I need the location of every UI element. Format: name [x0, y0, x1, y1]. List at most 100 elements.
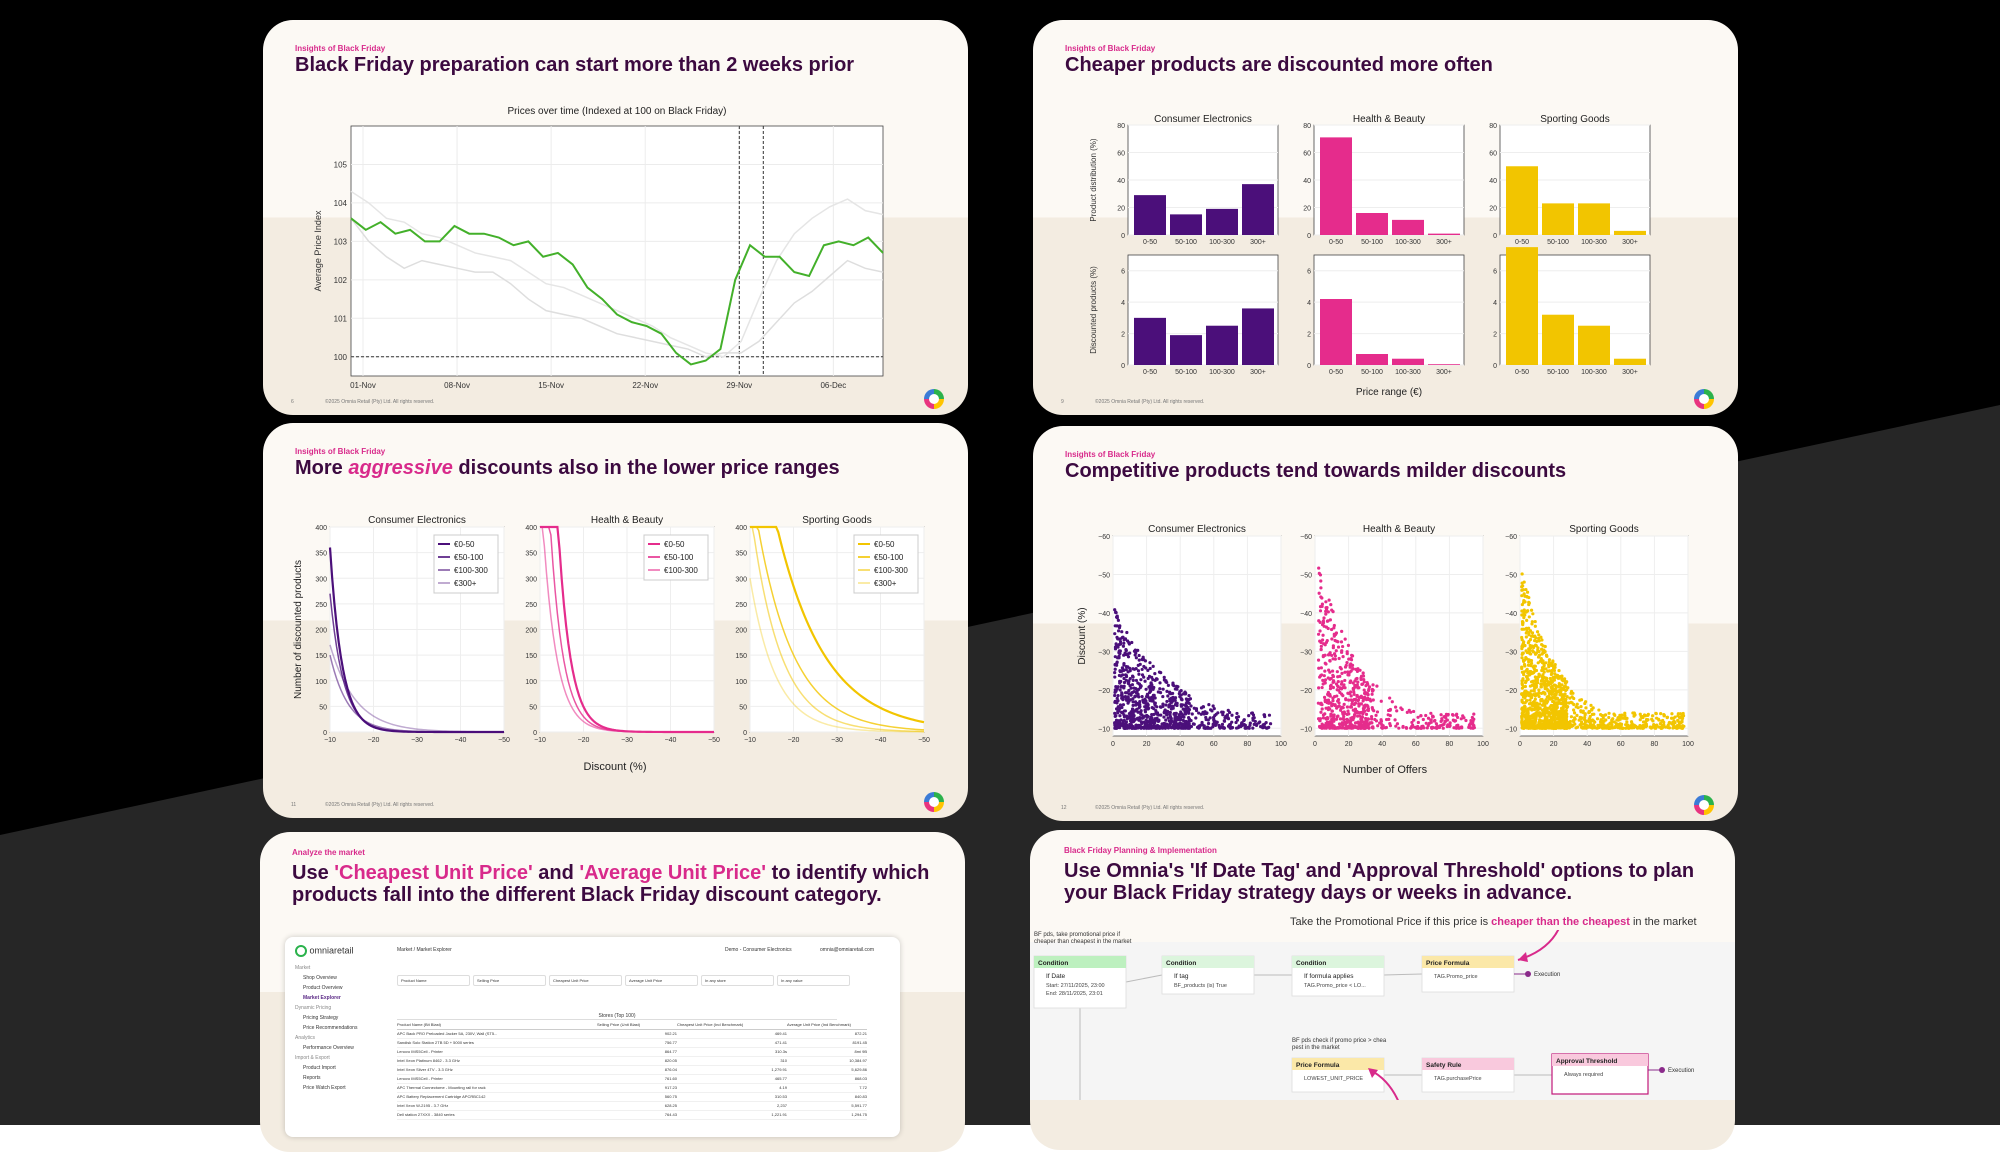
column-header[interactable]: Average Unit Price (Ind Benchmark)	[787, 1022, 851, 1027]
filter-select[interactable]: Cheapest Unit Price	[549, 975, 622, 986]
scatter-point	[1608, 721, 1612, 725]
scatter-point	[1419, 726, 1423, 730]
scatter-point	[1681, 711, 1685, 716]
scatter-point	[1533, 711, 1538, 716]
sidebar-item[interactable]: Product Import	[303, 1065, 336, 1071]
user-menu[interactable]: omnia@omniaretail.com	[820, 947, 874, 953]
flow-node-detail: TAG.purchasePrice	[1434, 1076, 1482, 1082]
table-row[interactable]: Lenovo IMS5Cell - Printer 761.60 465.77 868…	[397, 1075, 867, 1084]
table-row[interactable]: Lenovo IMS5Cell - Printer 864.77 310.3s 8mi…	[397, 1048, 867, 1057]
sidebar-item[interactable]: Product Overview	[303, 985, 343, 991]
table-row[interactable]: Intel Xeon Silver 4TV - 3.3 GHz 876.04 1,2…	[397, 1066, 867, 1075]
table-row[interactable]: Intel Xeon W-2195 - 3.7 GHz 628.25 2,237 5,…	[397, 1102, 867, 1111]
filter-select[interactable]: Product Name	[397, 975, 470, 986]
scatter-point	[1330, 721, 1334, 725]
scatter-point	[1236, 715, 1241, 719]
scatter-point	[1528, 698, 1532, 702]
scatter-point	[1470, 726, 1474, 730]
scatter-point	[1359, 716, 1363, 720]
scatter-point	[1551, 664, 1555, 668]
y-tick-label: 50	[319, 704, 327, 711]
x-tick-label: 300+	[1622, 369, 1638, 376]
sidebar-item[interactable]: Analytics	[295, 1035, 316, 1041]
scatter-point	[1537, 688, 1541, 692]
scatter-point	[1565, 694, 1569, 699]
x-tick-label: 100-300	[1581, 369, 1607, 376]
sidebar-item[interactable]: Shop Overview	[303, 975, 337, 981]
scatter-point	[1155, 711, 1160, 715]
series-line	[749, 578, 925, 733]
scatter-point	[1531, 665, 1535, 669]
filter-select[interactable]: Selling Price	[473, 975, 546, 986]
scatter-point	[1559, 706, 1564, 710]
table-cell: 465.77	[774, 1076, 787, 1081]
scatter-point	[1607, 711, 1611, 715]
sidebar-item[interactable]: Reports	[303, 1075, 321, 1081]
bar	[1392, 219, 1424, 235]
sidebar-item[interactable]: Performance Overview	[303, 1045, 354, 1051]
scatter-point	[1527, 601, 1531, 605]
scatter-point	[1654, 712, 1658, 716]
title-part: More	[295, 457, 349, 479]
scatter-point	[1564, 701, 1568, 705]
scatter-point	[1523, 684, 1527, 689]
scatter-point	[1542, 670, 1546, 674]
scatter-point	[1472, 712, 1476, 716]
table-row[interactable]: Sandisk Solo Station 2TB 5D + 5000 serie…	[397, 1039, 867, 1048]
table-row[interactable]: Dell station 27XXX - 3840 series 764.43 1,…	[397, 1111, 867, 1120]
series-line	[329, 644, 505, 733]
sidebar-item[interactable]: Import & Export	[295, 1055, 330, 1061]
flow-node-detail: End: 28/11/2025, 23:01	[1046, 991, 1103, 997]
table-row[interactable]: APC Back PRO Preloaded Jacker 5A, 230V, …	[397, 1030, 867, 1039]
scatter-point	[1393, 718, 1397, 722]
page-number: 6	[291, 399, 294, 405]
x-tick-label: 0-50	[1143, 239, 1157, 246]
flow-node-detail: TAG.Promo_price < LO...	[1304, 983, 1366, 989]
filter-select[interactable]: In any store	[701, 975, 774, 986]
scatter-point	[1234, 720, 1238, 725]
scatter-point	[1462, 716, 1466, 720]
filter-select[interactable]: Average Unit Price	[625, 975, 698, 986]
sidebar-item[interactable]: Price Recommendations	[303, 1025, 358, 1031]
scatter-point	[1644, 725, 1648, 729]
scatter-point	[1537, 639, 1541, 643]
table-cell: 5,591.77	[851, 1103, 867, 1108]
column-header[interactable]: Product Name (Bit Blast)	[397, 1022, 442, 1027]
scatter-point	[1322, 624, 1326, 628]
filter-select[interactable]: In any value	[777, 975, 850, 986]
series-line	[750, 526, 925, 731]
y-tick-label: −40	[1505, 611, 1517, 618]
scatter-point	[1528, 717, 1532, 721]
scatter-point	[1204, 726, 1209, 730]
table-row[interactable]: APC Thermal Connectome - Mounting rail f…	[397, 1084, 867, 1093]
scatter-point	[1365, 691, 1370, 696]
scatter-point	[1363, 725, 1368, 730]
scatter-point	[1331, 699, 1335, 703]
scatter-point	[1442, 722, 1446, 726]
sidebar-item[interactable]: Market	[295, 965, 311, 971]
scatter-point	[1192, 722, 1196, 726]
sidebar-item[interactable]: Pricing Strategy	[303, 1015, 339, 1021]
scatter-point	[1174, 723, 1178, 727]
scatter-point	[1404, 726, 1409, 730]
scatter-point	[1124, 678, 1128, 682]
table-row[interactable]: Intel Xeon Platinum 8462 - 3.3 GHz 820.05…	[397, 1057, 867, 1066]
sidebar-item[interactable]: Dynamic Pricing	[295, 1005, 332, 1011]
sidebar-item[interactable]: Price Watch Export	[303, 1085, 346, 1091]
scatter-point	[1539, 656, 1543, 661]
scatter-point	[1252, 716, 1256, 720]
environment-select[interactable]: Demo - Consumer Electronics	[725, 947, 792, 953]
scatter-point	[1557, 684, 1562, 688]
scatter-point	[1326, 698, 1331, 702]
sidebar-item[interactable]: Market Explorer	[303, 995, 341, 1001]
series-line	[350, 217, 884, 358]
scatter-point	[1115, 701, 1119, 705]
scatter-point	[1534, 685, 1538, 689]
scatter-point	[1145, 719, 1149, 723]
scatter-point	[1546, 688, 1550, 692]
column-header[interactable]: Cheapest Unit Price (Ind Benchmark)	[677, 1022, 744, 1027]
column-header[interactable]: Selling Price (Unit Blast)	[597, 1022, 641, 1027]
table-row[interactable]: APC Battery Replacement Cartridge APCRBC…	[397, 1093, 867, 1102]
y-tick-label: 400	[315, 525, 327, 532]
scatter-point	[1178, 690, 1182, 694]
